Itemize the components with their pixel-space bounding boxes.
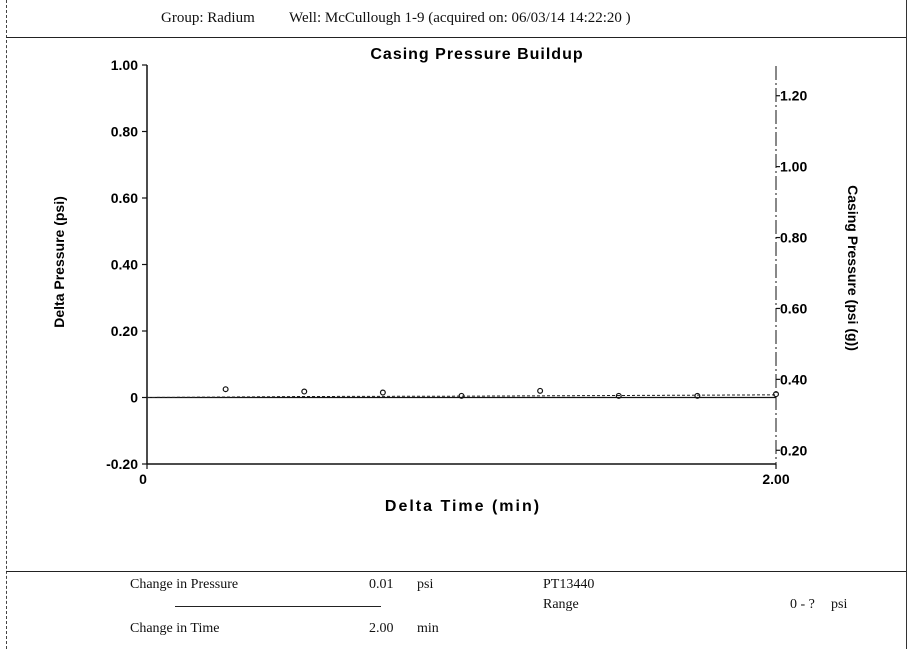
y-tick-label: 0.60	[111, 190, 138, 206]
data-point	[301, 388, 308, 395]
change-pressure-unit: psi	[417, 577, 434, 592]
x-tick-label: 0	[139, 471, 147, 487]
y2-axis-label: Casing Pressure (psi (g))	[845, 185, 861, 351]
data-point	[222, 386, 229, 393]
y-tick-label: -0.20	[106, 456, 138, 472]
fraction-bar	[175, 606, 381, 607]
y-tick-label: 0.80	[111, 124, 138, 140]
range-label: Range	[543, 597, 579, 612]
change-pressure-value: 0.01	[369, 577, 394, 592]
y2-tick-label: 0.20	[780, 442, 807, 458]
y-tick-label: 0	[130, 390, 138, 406]
header-divider	[6, 37, 906, 38]
gauge-id: PT13440	[543, 577, 595, 592]
data-point	[772, 391, 779, 398]
y-axis-label: Delta Pressure (psi)	[51, 196, 67, 328]
y2-tick-label: 0.40	[780, 371, 807, 387]
y2-tick-label: 0.60	[780, 300, 807, 316]
y2-tick-label: 1.00	[780, 159, 807, 175]
data-point	[379, 389, 386, 396]
right-border	[906, 0, 907, 649]
change-time-label: Change in Time	[130, 621, 220, 636]
x-axis-label: Delta Time (min)	[385, 498, 541, 515]
change-pressure-label: Change in Pressure	[130, 577, 239, 592]
range-unit: psi	[831, 597, 848, 612]
y-tick-label: 0.20	[111, 323, 138, 339]
data-point	[537, 387, 544, 394]
range-value: 0 - ?	[790, 597, 815, 612]
left-border	[6, 0, 7, 649]
y-tick-label: 1.00	[111, 57, 138, 73]
chart-title: Casing Pressure Buildup	[370, 46, 583, 63]
y2-tick-label: 0.80	[780, 230, 807, 246]
data-point	[615, 392, 622, 399]
y-tick-label: 0.40	[111, 257, 138, 273]
change-time-unit: min	[417, 621, 439, 636]
footer-divider	[6, 571, 906, 572]
change-time-value: 2.00	[369, 621, 394, 636]
well-label: Well: McCullough 1-9 (acquired on: 06/03…	[289, 10, 631, 26]
chart-plot: Casing Pressure Buildup Delta Time (min)…	[51, 46, 861, 515]
data-point	[694, 392, 701, 399]
x-tick-label: 2.00	[762, 471, 789, 487]
group-label: Group: Radium	[161, 10, 255, 26]
y2-tick-label: 1.20	[780, 88, 807, 104]
